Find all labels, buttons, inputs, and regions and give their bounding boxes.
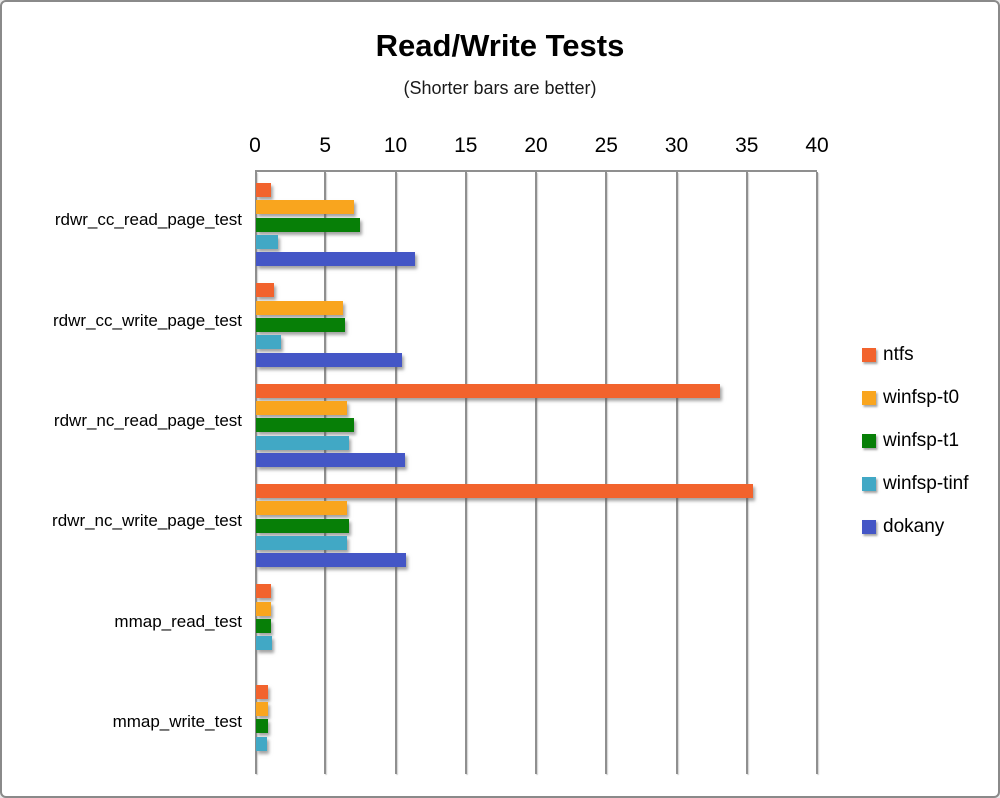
gridline-x-5 <box>324 172 327 774</box>
gridline-x-35 <box>745 172 748 774</box>
bar-winfsp-t1-rdwr_cc_read_page_test <box>256 217 360 232</box>
bar-dokany-rdwr_nc_read_page_test <box>256 452 405 467</box>
x-tick-label-25: 25 <box>594 134 618 157</box>
category-label-mmap_read_test: mmap_read_test <box>114 611 242 631</box>
bar-winfsp-t0-rdwr_nc_read_page_test <box>256 400 348 415</box>
bar-winfsp-t0-rdwr_cc_read_page_test <box>256 200 355 215</box>
bar-winfsp-t1-mmap_read_test <box>256 618 272 633</box>
bar-dokany-rdwr_nc_write_page_test <box>256 553 407 568</box>
bar-winfsp-t0-mmap_read_test <box>256 601 272 616</box>
gridline-x-10 <box>394 172 397 774</box>
gridline-x-20 <box>535 172 537 774</box>
bar-winfsp-tinf-mmap_read_test <box>256 636 273 651</box>
x-tick-label-15: 15 <box>454 134 478 157</box>
bar-winfsp-tinf-rdwr_nc_write_page_test <box>256 535 347 550</box>
bar-ntfs-rdwr_cc_read_page_test <box>256 183 272 197</box>
legend-label-ntfs: ntfs <box>883 343 914 365</box>
category-label-mmap_write_test: mmap_write_test <box>112 711 242 731</box>
category-label-rdwr_cc_write_page_test: rdwr_cc_write_page_test <box>53 310 242 330</box>
x-tick-label-0: 0 <box>249 134 261 157</box>
bar-dokany-rdwr_cc_read_page_test <box>256 252 415 267</box>
chart-subtitle: (Shorter bars are better) <box>403 78 597 98</box>
gridline-x-40 <box>816 172 818 774</box>
gridline-x-15 <box>464 172 467 774</box>
bar-ntfs-rdwr_nc_write_page_test <box>256 484 754 498</box>
plot-area <box>255 170 818 774</box>
chart-title: Read/Write Tests <box>375 28 625 63</box>
bar-winfsp-t0-rdwr_cc_write_page_test <box>256 300 344 315</box>
x-tick-label-40: 40 <box>805 134 829 157</box>
legend-swatch-winfsp-t1 <box>862 433 876 448</box>
bar-ntfs-rdwr_cc_write_page_test <box>256 283 275 298</box>
bar-winfsp-t1-rdwr_nc_write_page_test <box>256 518 349 533</box>
bar-winfsp-tinf-mmap_write_test <box>256 736 268 751</box>
category-label-rdwr_nc_read_page_test: rdwr_nc_read_page_test <box>53 410 242 430</box>
legend-item-winfsp-tinf: winfsp-tinf <box>862 462 969 505</box>
bar-winfsp-tinf-rdwr_cc_write_page_test <box>256 335 282 350</box>
gridline-x-30 <box>675 172 678 774</box>
gridline-x-0 <box>255 172 257 774</box>
legend-item-dokany: dokany <box>862 505 969 548</box>
legend-item-winfsp-t0: winfsp-t0 <box>862 376 969 419</box>
bar-ntfs-mmap_read_test <box>256 584 272 599</box>
legend: ntfs winfsp-t0 winfsp-t1 winfsp-tinf dokany <box>862 333 969 548</box>
bar-winfsp-tinf-rdwr_cc_read_page_test <box>256 234 279 249</box>
legend-item-ntfs: ntfs <box>862 333 969 376</box>
gridline-x-25 <box>605 172 608 774</box>
legend-swatch-winfsp-tinf <box>862 476 876 491</box>
x-tick-label-5: 5 <box>319 134 332 157</box>
bar-ntfs-rdwr_nc_read_page_test <box>256 383 720 398</box>
x-tick-label-30: 30 <box>664 134 689 157</box>
bar-winfsp-t0-rdwr_nc_write_page_test <box>256 501 348 516</box>
bar-ntfs-mmap_write_test <box>256 684 268 699</box>
x-tick-label-20: 20 <box>524 134 548 157</box>
bar-winfsp-t1-mmap_write_test <box>256 719 268 734</box>
legend-label-dokany: dokany <box>883 515 945 537</box>
legend-swatch-ntfs <box>862 347 876 362</box>
legend-swatch-dokany <box>862 519 876 534</box>
category-label-rdwr_cc_read_page_test: rdwr_cc_read_page_test <box>54 210 242 230</box>
legend-label-winfsp-t0: winfsp-t0 <box>883 386 960 408</box>
x-tick-label-10: 10 <box>383 134 408 157</box>
bar-winfsp-t0-mmap_write_test <box>256 701 268 716</box>
legend-item-winfsp-t1: winfsp-t1 <box>862 419 969 462</box>
legend-label-winfsp-t1: winfsp-t1 <box>883 429 960 451</box>
legend-label-winfsp-tinf: winfsp-tinf <box>883 472 969 494</box>
bar-winfsp-tinf-rdwr_nc_read_page_test <box>256 435 349 450</box>
bar-winfsp-t1-rdwr_cc_write_page_test <box>256 317 345 332</box>
bar-winfsp-t1-rdwr_nc_read_page_test <box>256 418 355 433</box>
x-tick-label-35: 35 <box>735 134 759 157</box>
category-label-rdwr_nc_write_page_test: rdwr_nc_write_page_test <box>52 511 242 531</box>
bar-dokany-rdwr_cc_write_page_test <box>256 352 403 367</box>
legend-swatch-winfsp-t0 <box>862 390 876 405</box>
